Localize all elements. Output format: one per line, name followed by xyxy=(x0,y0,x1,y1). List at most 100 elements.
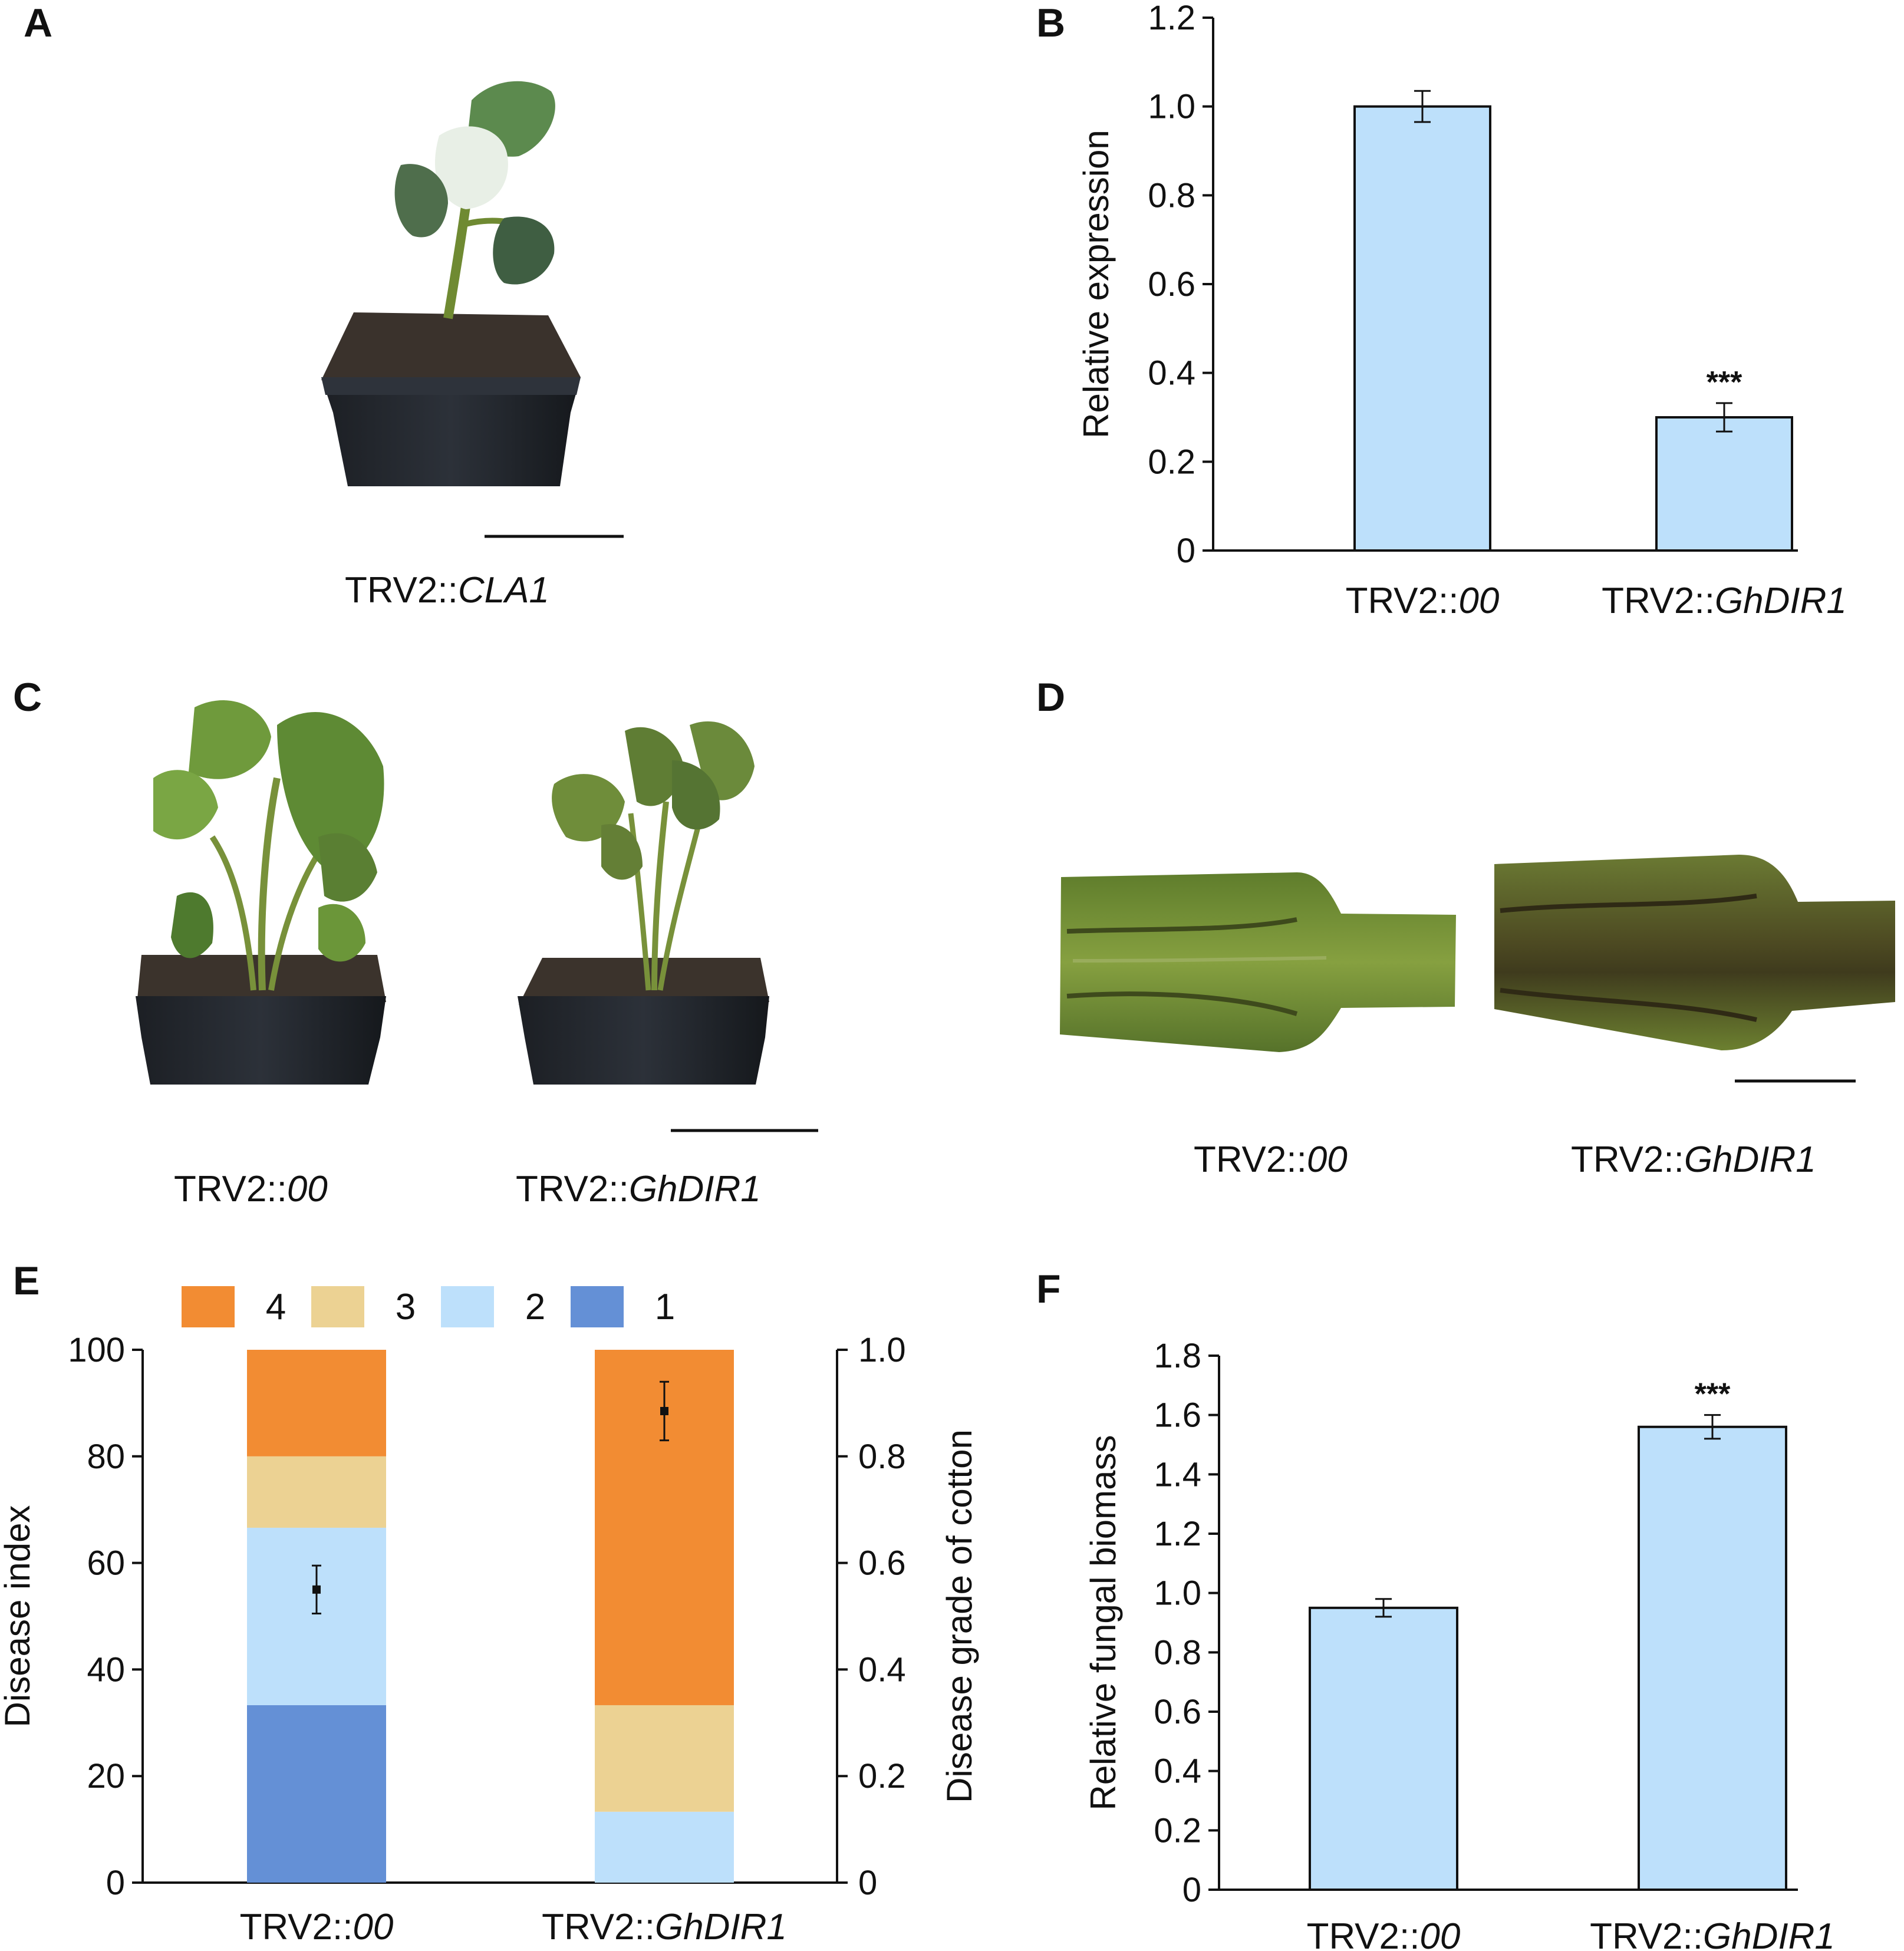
y2-tick-label: 0.6 xyxy=(858,1544,906,1583)
caption-c-1-prefix: TRV2:: xyxy=(174,1169,287,1210)
x-category-label: TRV2::00 xyxy=(1346,581,1500,621)
x-category-label-gene: GhDIR1 xyxy=(1715,581,1847,621)
y-tick-label: 0 xyxy=(106,1864,125,1902)
caption-a-gene: CLA1 xyxy=(458,570,549,611)
x-category-label-gene: GhDIR1 xyxy=(655,1907,787,1947)
stacked-segment-grade-4 xyxy=(247,1350,386,1456)
y-axis-title: Relative fungal biomass xyxy=(1083,1435,1123,1810)
stacked-segment-grade-1 xyxy=(247,1705,386,1883)
photo-trv2-ghdir1-plant xyxy=(518,721,769,1085)
caption-c-2: TRV2::GhDIR1 xyxy=(516,1169,761,1210)
photo-trv2-cla1-plant xyxy=(321,81,624,538)
x-category-label-gene: 00 xyxy=(1458,581,1499,621)
y2-tick-label: 0.8 xyxy=(858,1438,906,1476)
y-tick-label: 0.8 xyxy=(1148,176,1195,215)
y-tick-label: 0.4 xyxy=(1154,1752,1201,1791)
y-tick-label: 20 xyxy=(87,1757,125,1795)
y-tick-label: 0.6 xyxy=(1148,265,1195,304)
photo-trv2-00-plant xyxy=(136,700,818,1132)
stacked-segment-grade-2 xyxy=(247,1527,386,1705)
caption-c-2-prefix: TRV2:: xyxy=(516,1169,629,1210)
caption-d-2-prefix: TRV2:: xyxy=(1571,1139,1684,1180)
caption-d-2: TRV2::GhDIR1 xyxy=(1571,1139,1816,1180)
y-tick-label: 0.6 xyxy=(1154,1693,1201,1731)
caption-c-2-gene: GhDIR1 xyxy=(629,1169,761,1210)
caption-d-1: TRV2::00 xyxy=(1194,1139,1348,1180)
y-tick-label: 60 xyxy=(87,1544,125,1583)
x-category-label-prefix: TRV2:: xyxy=(542,1907,655,1947)
x-category-label-prefix: TRV2:: xyxy=(1307,1916,1420,1951)
stacked-segment-grade-2 xyxy=(595,1811,734,1883)
caption-a: TRV2::CLA1 xyxy=(345,570,549,611)
stacked-segment-grade-3 xyxy=(247,1456,386,1528)
y-tick-label: 0 xyxy=(1182,1871,1201,1909)
bar xyxy=(1655,416,1793,552)
caption-c-1: TRV2::00 xyxy=(174,1169,328,1210)
y-tick-label: 0.4 xyxy=(1148,354,1195,393)
caption-d-1-prefix: TRV2:: xyxy=(1194,1139,1307,1180)
y-tick-label: 0.8 xyxy=(1154,1633,1201,1672)
disease-grade-point xyxy=(660,1406,668,1415)
caption-d-2-gene: GhDIR1 xyxy=(1684,1139,1816,1180)
y-tick-label: 0 xyxy=(1177,532,1195,570)
y-tick-label: 1.2 xyxy=(1154,1515,1201,1553)
legend-label-grade-2: 2 xyxy=(525,1287,545,1327)
bar xyxy=(1353,105,1491,552)
disease-grade-point xyxy=(312,1585,321,1594)
chart-f-fungal-biomass: 0 0.2 0.4 0.6 0.8 1.0 1.2 1.4 1.6 1.8 Relative fun… xyxy=(1083,1337,1835,1951)
y-axis-title: Disease index xyxy=(0,1505,37,1728)
photo-stem-section-trv2-ghdir1 xyxy=(1494,855,1895,1083)
y-tick-label: 1.8 xyxy=(1154,1337,1201,1375)
chart-b-relative-expression: 0 0.2 0.4 0.6 0.8 1.0 1.2 Relative expression TR… xyxy=(1076,0,1847,621)
panel-letter-e: E xyxy=(13,1258,39,1303)
x-category-label: TRV2::00 xyxy=(1307,1916,1461,1951)
x-category-label-prefix: TRV2:: xyxy=(240,1907,353,1947)
x-category-label: TRV2::00 xyxy=(240,1907,394,1947)
panel-letter-b: B xyxy=(1036,1,1065,45)
y2-tick-label: 0 xyxy=(858,1864,877,1902)
x-category-label: TRV2::GhDIR1 xyxy=(1602,581,1847,621)
bar xyxy=(1638,1425,1787,1891)
legend-label-grade-3: 3 xyxy=(396,1287,416,1327)
panel-letter-f: F xyxy=(1036,1267,1061,1311)
legend-swatch-grade-2 xyxy=(441,1286,494,1327)
x-category-label-prefix: TRV2:: xyxy=(1346,581,1459,621)
y-tick-label: 40 xyxy=(87,1650,125,1689)
y-tick-label: 1.0 xyxy=(1148,88,1195,126)
x-category-label: TRV2::GhDIR1 xyxy=(1590,1916,1835,1951)
y-axis-title: Relative expression xyxy=(1076,130,1116,439)
y-tick-label: 1.6 xyxy=(1154,1396,1201,1435)
caption-d-1-gene: 00 xyxy=(1307,1139,1348,1180)
y2-tick-label: 0.2 xyxy=(858,1757,906,1795)
panel-letter-a: A xyxy=(24,1,52,45)
x-category-label-prefix: TRV2:: xyxy=(1590,1916,1703,1951)
legend-swatch-grade-3 xyxy=(311,1286,364,1327)
y-tick-label: 100 xyxy=(68,1331,125,1369)
y-tick-label: 1.0 xyxy=(1154,1574,1201,1613)
x-category-label: TRV2::GhDIR1 xyxy=(542,1907,787,1947)
y2-tick-label: 0.4 xyxy=(858,1650,906,1689)
legend-swatch-grade-1 xyxy=(571,1286,624,1327)
caption-c-1-gene: 00 xyxy=(287,1169,328,1210)
y-tick-label: 80 xyxy=(87,1438,125,1476)
x-category-label-gene: GhDIR1 xyxy=(1703,1916,1835,1951)
y2-tick-label: 1.0 xyxy=(858,1331,906,1369)
photo-stem-section-trv2-00 xyxy=(1060,872,1456,1052)
stacked-segment-grade-3 xyxy=(595,1705,734,1812)
legend-label-grade-1: 1 xyxy=(655,1287,675,1327)
y2-axis-title: Disease grade of cotton xyxy=(940,1429,979,1803)
x-category-label-prefix: TRV2:: xyxy=(1602,581,1715,621)
panel-letter-d: D xyxy=(1036,675,1065,720)
y-tick-label: 1.2 xyxy=(1148,0,1195,37)
x-category-label-gene: 00 xyxy=(353,1907,393,1947)
legend-label-grade-4: 4 xyxy=(266,1287,286,1327)
caption-a-prefix: TRV2:: xyxy=(345,570,458,611)
legend-swatch-grade-4 xyxy=(182,1286,235,1327)
x-category-label-gene: 00 xyxy=(1419,1916,1460,1951)
bar xyxy=(1309,1606,1458,1891)
y-tick-label: 0.2 xyxy=(1148,443,1195,481)
panel-letter-c: C xyxy=(13,675,42,720)
y-tick-label: 1.4 xyxy=(1154,1455,1201,1494)
